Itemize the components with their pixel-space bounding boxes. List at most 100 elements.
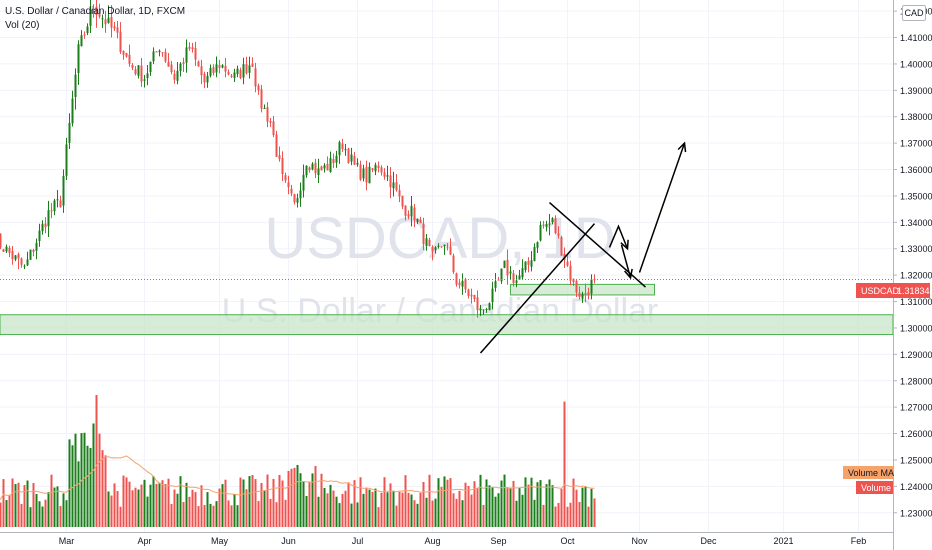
chart-legend[interactable]: U.S. Dollar / Canadian Dollar, 1D, FXCM … bbox=[5, 5, 185, 33]
chart-title[interactable]: U.S. Dollar / Canadian Dollar, 1D, FXCM bbox=[5, 6, 186, 17]
candle-122 bbox=[359, 160, 362, 181]
candle-body-149 bbox=[440, 246, 443, 248]
candle-9 bbox=[20, 257, 23, 268]
candle-69 bbox=[200, 59, 203, 85]
candle-89 bbox=[260, 84, 263, 113]
candle-body-195 bbox=[578, 292, 581, 297]
candle-167 bbox=[494, 272, 497, 292]
candle-body-147 bbox=[434, 247, 437, 250]
candle-body-148 bbox=[437, 245, 440, 247]
volume-bar-143 bbox=[422, 481, 425, 527]
price-tick-label-9: 1.33000 bbox=[900, 244, 932, 254]
candle-110 bbox=[323, 163, 326, 173]
candle-body-192 bbox=[569, 265, 572, 281]
candle-body-171 bbox=[506, 259, 509, 276]
candle-16 bbox=[41, 220, 44, 235]
grid-lines bbox=[0, 0, 893, 532]
candle-91 bbox=[266, 102, 269, 128]
candle-body-135 bbox=[398, 190, 401, 197]
price-axis[interactable]: 1.420001.410001.400001.390001.380001.370… bbox=[893, 0, 932, 550]
candle-94 bbox=[275, 130, 278, 157]
volume-bar-104 bbox=[305, 495, 308, 527]
price-tick-label-2: 1.40000 bbox=[900, 59, 932, 69]
volume-bar-35 bbox=[98, 433, 101, 527]
volume-bar-36 bbox=[101, 450, 104, 527]
candle-144 bbox=[425, 234, 428, 251]
candle-75 bbox=[218, 60, 221, 74]
candle-body-114 bbox=[335, 155, 338, 163]
time-axis[interactable]: Mar Apr May Jun Jul Aug Sep Oct Nov Dec 2021 Feb bbox=[0, 532, 893, 547]
volume-bar-198 bbox=[587, 506, 590, 527]
candle-156 bbox=[461, 273, 464, 295]
candle-120 bbox=[353, 151, 356, 165]
candle-body-40 bbox=[113, 26, 116, 29]
volume-bar-155 bbox=[458, 490, 461, 527]
candle-124 bbox=[365, 160, 368, 191]
time-label-7: Oct bbox=[560, 536, 575, 546]
candle-body-59 bbox=[170, 64, 173, 73]
candle-7 bbox=[14, 254, 17, 262]
candle-106 bbox=[311, 162, 314, 171]
candle-123 bbox=[362, 164, 365, 182]
volume-bar-194 bbox=[575, 489, 578, 527]
candle-119 bbox=[350, 147, 353, 166]
volume-bar-122 bbox=[359, 477, 362, 527]
candle-body-158 bbox=[467, 289, 470, 296]
volume-bar-25 bbox=[68, 439, 71, 527]
price-tick-label-11: 1.31000 bbox=[900, 297, 932, 307]
candle-body-153 bbox=[452, 255, 455, 273]
volume-bar-86 bbox=[251, 475, 254, 527]
volume-bar-69 bbox=[200, 485, 203, 527]
candle-36 bbox=[101, 14, 104, 29]
volume-bar-156 bbox=[461, 500, 464, 527]
volume-bar-171 bbox=[506, 487, 509, 527]
volume-bar-136 bbox=[401, 492, 404, 527]
volume-bar-12 bbox=[29, 507, 32, 527]
candle-98 bbox=[287, 175, 290, 195]
volume-bar-79 bbox=[230, 505, 233, 527]
candle-body-111 bbox=[326, 163, 329, 171]
candle-181 bbox=[536, 241, 539, 253]
volume-bar-101 bbox=[296, 464, 299, 527]
currency-badge[interactable]: CAD bbox=[902, 5, 926, 21]
volume-bar-33 bbox=[92, 423, 95, 527]
symbol-badge-value: 1.31834 bbox=[897, 286, 930, 296]
time-label-0: Mar bbox=[59, 536, 75, 546]
candle-body-100 bbox=[293, 194, 296, 203]
trendline-0 bbox=[479, 223, 596, 354]
candle-5 bbox=[8, 245, 11, 258]
indicator-title[interactable]: Vol (20) bbox=[5, 20, 40, 31]
candle-8 bbox=[17, 252, 20, 270]
candle-body-36 bbox=[101, 18, 104, 20]
volume-bar-106 bbox=[311, 473, 314, 527]
candle-body-127 bbox=[374, 164, 377, 172]
volume-bar-72 bbox=[209, 503, 212, 527]
volume-bar-152 bbox=[449, 478, 452, 527]
candle-body-77 bbox=[224, 65, 227, 72]
candle-21 bbox=[56, 189, 59, 208]
volume-bar-20 bbox=[53, 487, 56, 527]
candle-79 bbox=[230, 73, 233, 78]
volume-bar-119 bbox=[350, 503, 353, 527]
candle-body-157 bbox=[464, 279, 467, 290]
candle-13 bbox=[32, 248, 35, 257]
price-tick-label-14: 1.28000 bbox=[900, 376, 932, 386]
candle-body-117 bbox=[344, 149, 347, 151]
candle-body-4 bbox=[5, 246, 8, 252]
candle-182 bbox=[539, 221, 542, 242]
drawings[interactable] bbox=[479, 141, 687, 354]
volume-bar-53 bbox=[152, 476, 155, 527]
candle-body-194 bbox=[575, 280, 578, 293]
candle-body-93 bbox=[272, 121, 275, 136]
candle-56 bbox=[161, 52, 164, 57]
candle-176 bbox=[521, 259, 524, 280]
candle-body-71 bbox=[206, 75, 209, 83]
candle-body-97 bbox=[284, 175, 287, 181]
candle-142 bbox=[419, 216, 422, 224]
candle-150 bbox=[443, 244, 446, 255]
candle-body-43 bbox=[122, 51, 125, 55]
candle-body-162 bbox=[479, 308, 482, 311]
candle-118 bbox=[347, 147, 350, 164]
